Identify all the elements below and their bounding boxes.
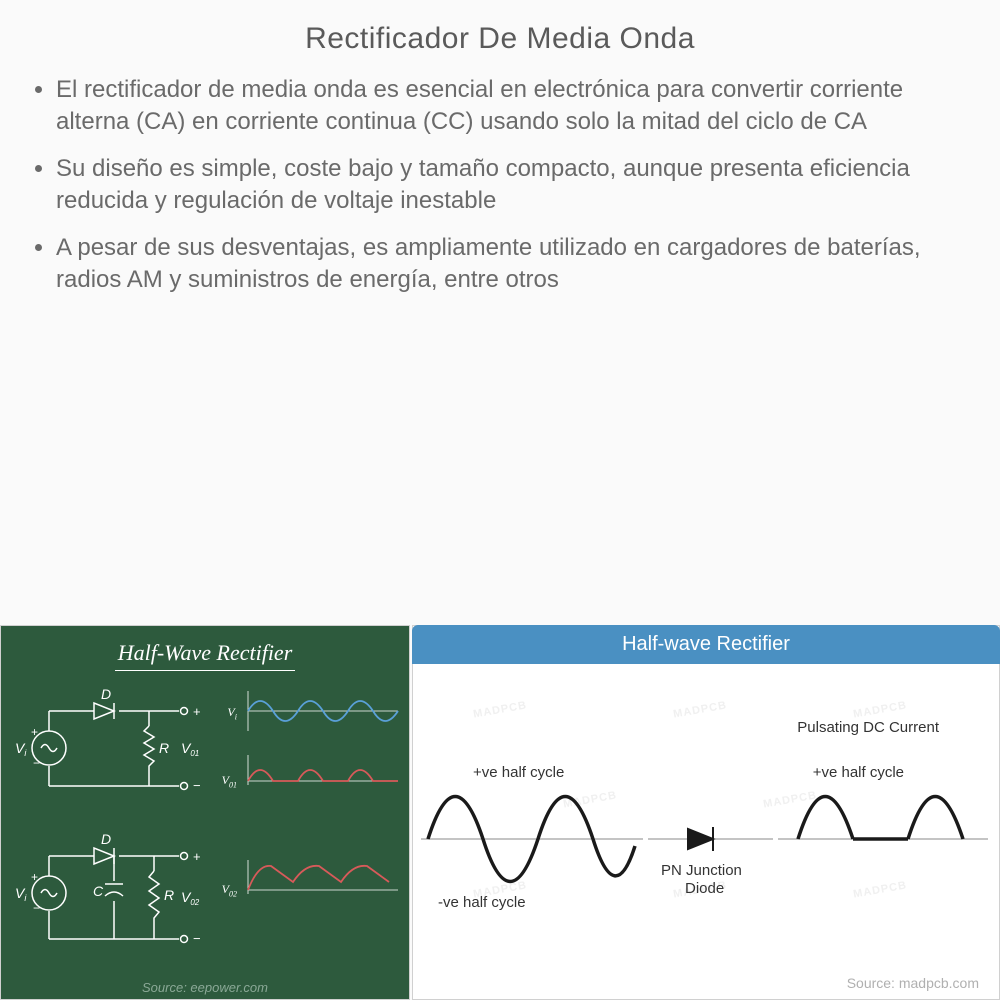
chalkboard-title: Half-Wave Rectifier <box>1 626 409 670</box>
title-underline <box>115 670 295 671</box>
svg-text:+: + <box>193 849 201 864</box>
resistor-label: R <box>159 740 169 756</box>
white-diagram-header: Half-wave Rectifier <box>412 625 1000 664</box>
circuit-2-section: + − + − D C R Vi V02 <box>1 826 409 981</box>
svg-text:+: + <box>31 725 38 739</box>
svg-text:+: + <box>193 704 201 719</box>
circuit-2-diagram: + − + − D C R Vi V02 <box>9 826 224 971</box>
svg-text:−: − <box>193 778 201 793</box>
figure-white-diagram: Half-wave Rectifier MADPCB MADPCB MADPCB… <box>412 625 1000 1000</box>
wave-vo2-label: V02 <box>222 882 237 898</box>
white-diagram-body: MADPCB MADPCB MADPCB MADPCB MADPCB MADPC… <box>413 664 999 984</box>
svg-text:−: − <box>33 756 40 770</box>
waveform-vo1 <box>233 751 403 791</box>
waveform-vo2 <box>233 856 403 901</box>
vi-label: Vi <box>15 740 27 758</box>
svg-text:−: − <box>193 931 201 946</box>
bullet-list: El rectificador de media onda es esencia… <box>0 74 1000 296</box>
vo1-label: V01 <box>181 740 199 758</box>
circuit-1-section: + − + − D R Vi V01 Vi <box>1 681 409 826</box>
vo2-label: V02 <box>181 889 200 907</box>
figures-row: Half-Wave Rectifier <box>0 625 1000 1000</box>
rectifier-waveform-diagram <box>413 694 998 954</box>
diode-label: D <box>101 831 111 847</box>
diode-label: D <box>101 686 111 702</box>
bullet-item: A pesar de sus desventajas, es ampliamen… <box>56 232 972 297</box>
bullet-item: El rectificador de media onda es esencia… <box>56 74 972 139</box>
wave-vo1-label: V01 <box>222 773 237 789</box>
capacitor-label: C <box>93 883 104 899</box>
figure-chalkboard: Half-Wave Rectifier <box>0 625 410 1000</box>
circuit-1-diagram: + − + − D R Vi V01 <box>9 681 224 816</box>
svg-text:−: − <box>33 901 40 915</box>
page-title: Rectificador De Media Onda <box>0 0 1000 74</box>
vi-label: Vi <box>15 885 27 903</box>
white-diagram-source: Source: madpcb.com <box>847 975 979 991</box>
wave-vi-label: Vi <box>227 705 237 721</box>
bullet-item: Su diseño es simple, coste bajo y tamaño… <box>56 153 972 218</box>
waveform-input <box>233 689 403 734</box>
chalkboard-source: Source: eepower.com <box>1 980 409 995</box>
resistor-label: R <box>164 887 174 903</box>
svg-text:+: + <box>31 870 38 884</box>
